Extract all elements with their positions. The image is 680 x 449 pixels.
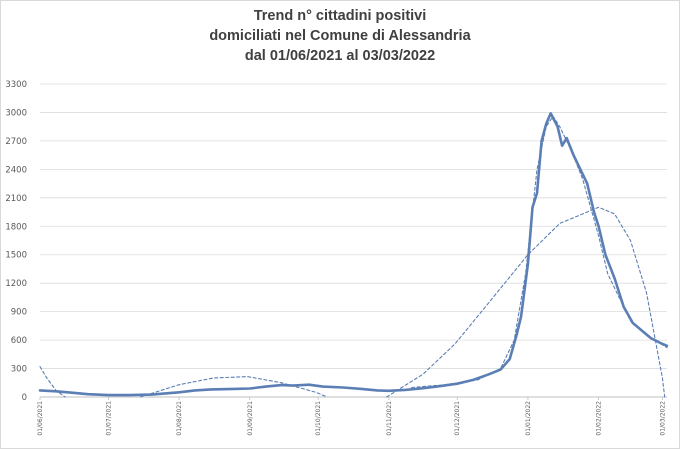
x-tick-label: 01/01/2022 <box>525 401 532 436</box>
x-tick-label: 01/08/2021 <box>176 401 183 436</box>
y-tick-label: 0 <box>22 393 27 403</box>
plot-area <box>38 112 669 398</box>
y-tick-label: 2100 <box>5 194 27 204</box>
y-tick-label: 300 <box>11 365 27 375</box>
x-tick-label: 01/11/2021 <box>386 401 393 436</box>
y-tick-label: 3300 <box>5 80 27 90</box>
x-tick-label: 01/10/2021 <box>315 401 322 436</box>
y-tick-label: 2700 <box>5 137 27 147</box>
trendline-3 <box>386 206 666 398</box>
x-tick-label: 01/12/2021 <box>454 401 461 436</box>
trendline-1 <box>39 366 66 398</box>
y-axis: 0 300 600 900 1200 1500 1800 2100 2400 2700 3000 33… <box>5 80 27 403</box>
chart-title-line-1: Trend n° cittadini positivi <box>253 8 427 24</box>
y-tick-label: 1800 <box>5 222 27 232</box>
x-axis: 01/06/2021 01/07/2021 01/08/2021 01/09/2021… <box>37 396 667 436</box>
x-tick-label: 01/09/2021 <box>247 401 254 436</box>
gridlines <box>40 83 667 369</box>
x-tick-label: 01/02/2022 <box>596 401 603 436</box>
y-tick-label: 900 <box>11 308 27 318</box>
x-tick-label: 01/07/2021 <box>105 401 112 436</box>
trendline-4 <box>411 115 668 389</box>
x-tick-label: 01/03/2022 <box>659 401 666 436</box>
chart-title-line-2: domiciliati nel Comune di Alessandria <box>209 28 471 44</box>
y-tick-label: 3000 <box>5 108 27 118</box>
y-tick-label: 1500 <box>5 251 27 261</box>
trendline-2 <box>139 376 328 398</box>
chart-title: Trend n° cittadini positivi domiciliati … <box>0 6 680 66</box>
y-tick-label: 2400 <box>5 165 27 175</box>
chart-title-line-3: dal 01/06/2021 al 03/03/2022 <box>244 48 436 64</box>
y-tick-label: 1200 <box>5 279 27 289</box>
x-tick-label: 01/06/2021 <box>37 401 44 436</box>
y-tick-label: 600 <box>11 336 27 346</box>
